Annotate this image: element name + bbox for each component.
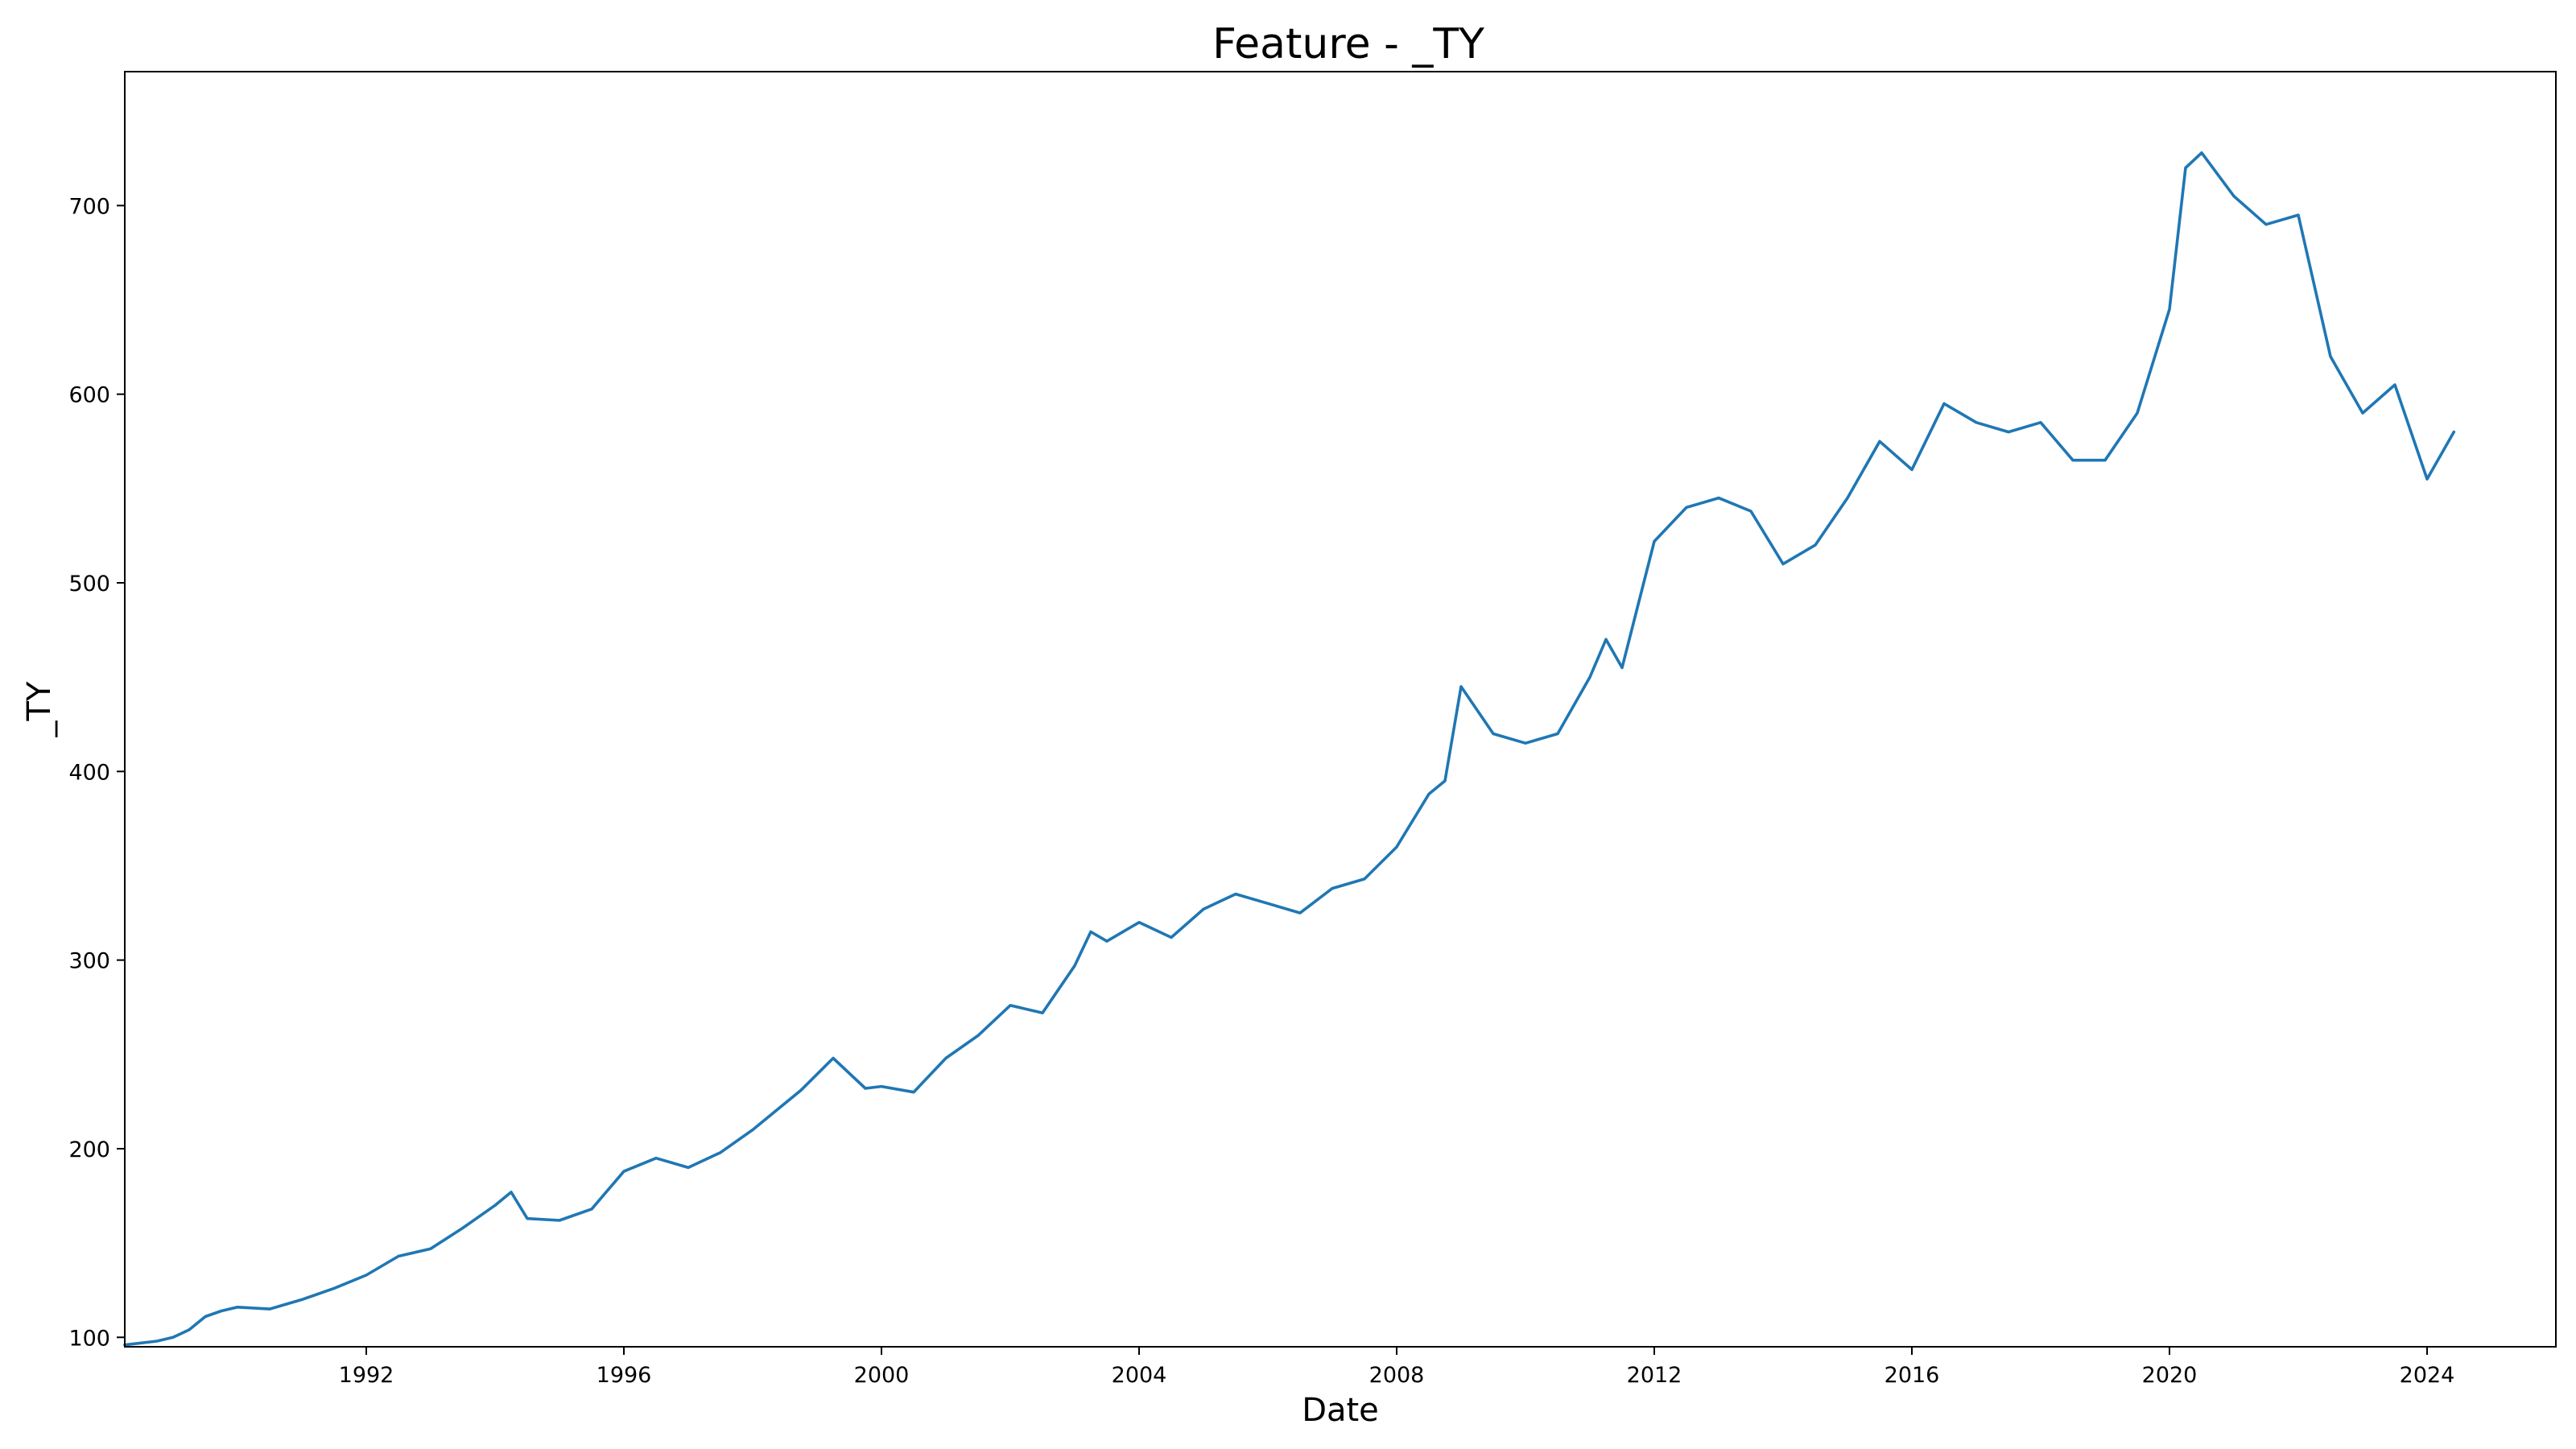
plot-frame xyxy=(124,71,2557,1348)
plot-area xyxy=(123,71,2557,1348)
x-tick-label: 2004 xyxy=(1112,1363,1167,1388)
x-tick-label: 2008 xyxy=(1369,1363,1425,1388)
y-axis-label: _TY xyxy=(21,681,58,737)
y-axis: 100 200 300 400 500 600 700 xyxy=(68,194,125,1351)
chart-title: Feature - _TY xyxy=(1212,20,1484,68)
y-tick-label: 100 xyxy=(68,1326,110,1351)
x-tick-label: 2012 xyxy=(1627,1363,1682,1388)
x-tick-label: 2016 xyxy=(1885,1363,1940,1388)
x-tick-label: 1992 xyxy=(339,1363,394,1388)
x-axis-label: Date xyxy=(1302,1392,1379,1429)
y-tick-label: 400 xyxy=(68,760,110,785)
x-tick-label: 1996 xyxy=(597,1363,652,1388)
y-tick-label: 600 xyxy=(68,383,110,408)
x-tick-label: 2020 xyxy=(2142,1363,2198,1388)
x-axis: 1992 1996 2000 2004 2008 2012 2016 2020 2024 xyxy=(339,1347,2455,1388)
y-tick-label: 700 xyxy=(68,194,110,219)
y-tick-label: 200 xyxy=(68,1137,110,1162)
series-line xyxy=(123,151,2456,1347)
x-tick-label: 2024 xyxy=(2400,1363,2455,1388)
y-tick-label: 500 xyxy=(68,572,110,597)
y-tick-label: 300 xyxy=(68,949,110,974)
x-tick-label: 2000 xyxy=(854,1363,910,1388)
